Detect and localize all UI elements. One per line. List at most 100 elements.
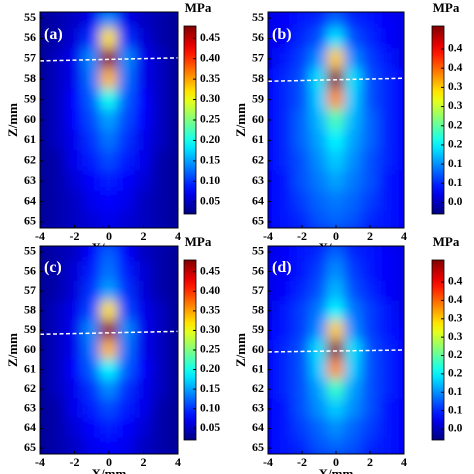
- panel: (d) 55 56 57 58 59 60 61 62 63 64 65-4 -2 0 2 4 X/mm Z/mm…: [233, 234, 463, 474]
- heatmap-cell: [378, 129, 396, 152]
- heatmap-cell: [378, 190, 396, 213]
- heatmap-cell: [310, 68, 328, 90]
- heatmap-cell: [40, 320, 50, 341]
- colorbar-tick-label: 0.3: [448, 81, 463, 93]
- heatmap-cell: [361, 27, 379, 50]
- heatmap-cell: [40, 418, 50, 439]
- heatmap-cell: [48, 418, 67, 439]
- heatmap-cell: [134, 418, 153, 439]
- heatmap-cell: [48, 68, 67, 90]
- heatmap-cell: [168, 150, 178, 172]
- heatmap-cell: [268, 48, 277, 70]
- heatmap-cell: [268, 359, 277, 380]
- colorbar-label: MPa: [433, 0, 460, 15]
- heatmap-cell: [378, 88, 396, 111]
- y-tick-label: 61: [252, 132, 264, 146]
- heatmap-cell: [344, 280, 362, 302]
- heatmap-cell: [117, 378, 136, 400]
- heatmap-cell: [276, 170, 294, 192]
- heatmap-cell: [310, 359, 328, 380]
- y-tick-label: 61: [252, 361, 264, 375]
- heatmap-cell: [293, 211, 311, 228]
- heatmap-cell: [310, 246, 328, 263]
- heatmap-cell: [65, 359, 84, 380]
- heatmap-cell: [310, 211, 328, 228]
- heatmap-cell: [117, 129, 136, 152]
- heatmap-cell: [117, 339, 136, 361]
- colorbar-tick-label: 0.10: [200, 402, 220, 414]
- heatmap-cell: [327, 48, 345, 70]
- heatmap-cell: [134, 170, 153, 192]
- heatmap-cell: [48, 398, 67, 420]
- heatmap-cell: [40, 280, 50, 302]
- heatmap-cell: [48, 109, 67, 131]
- heatmap-cell: [310, 339, 328, 361]
- y-axis-label: Z/mm: [5, 333, 20, 367]
- panel: (a)5556575859606162636465-4-2024X/mmZ/mm…: [5, 0, 220, 255]
- heatmap-cell: [378, 398, 396, 420]
- heatmap-cell: [134, 437, 153, 454]
- colorbar-label: MPa: [185, 234, 212, 249]
- heatmap-cell: [344, 261, 362, 282]
- heatmap-cell: [361, 378, 379, 400]
- x-tick-label: -2: [70, 229, 80, 243]
- heatmap-cell: [268, 109, 277, 131]
- heatmap-cell: [327, 359, 345, 380]
- heatmap-cell: [48, 12, 67, 29]
- heatmap-cell: [395, 190, 404, 213]
- heatmap-cell: [361, 418, 379, 439]
- heatmap-cell: [327, 280, 345, 302]
- heatmap-cell: [168, 27, 178, 50]
- x-tick-label: 4: [401, 455, 407, 469]
- heatmap-cell: [82, 280, 101, 302]
- heatmap-cell: [327, 437, 345, 454]
- heatmap-cell: [327, 398, 345, 420]
- colorbar-tick-label: 0.10: [200, 175, 220, 187]
- y-tick-label: 60: [24, 112, 36, 126]
- heatmap-cell: [40, 261, 50, 282]
- heatmap-cell: [293, 320, 311, 341]
- heatmap-cell: [82, 109, 101, 131]
- heatmap-cell: [395, 359, 404, 380]
- heatmap-cell: [310, 48, 328, 70]
- heatmap-cell: [310, 27, 328, 50]
- heatmap-cell: [65, 211, 84, 228]
- heatmap-cell: [327, 418, 345, 439]
- heatmap: [268, 12, 404, 228]
- heatmap-cell: [117, 359, 136, 380]
- x-tick-label: 0: [333, 229, 339, 243]
- heatmap-cell: [151, 300, 170, 322]
- heatmap-cell: [293, 359, 311, 380]
- heatmap-cell: [395, 261, 404, 282]
- heatmap-cell: [117, 437, 136, 454]
- y-tick-label: 64: [24, 420, 36, 434]
- heatmap-cell: [134, 48, 153, 70]
- heatmap-cell: [310, 190, 328, 213]
- heatmap-cell: [151, 437, 170, 454]
- heatmap-cell: [344, 437, 362, 454]
- heatmap-cell: [361, 109, 379, 131]
- y-tick-label: 63: [24, 173, 36, 187]
- heatmap-cell: [276, 437, 294, 454]
- heatmap-cell: [276, 27, 294, 50]
- heatmap-cell: [395, 418, 404, 439]
- heatmap-cell: [310, 300, 328, 322]
- heatmap-cell: [134, 27, 153, 50]
- heatmap-cell: [82, 88, 101, 111]
- heatmap-cell: [40, 398, 50, 420]
- y-tick-label: 64: [24, 193, 36, 207]
- heatmap-cell: [310, 320, 328, 341]
- heatmap-cell: [344, 398, 362, 420]
- colorbar-tick-label: 0.05: [200, 422, 220, 434]
- x-tick-label: -2: [297, 455, 307, 469]
- heatmap-cell: [344, 88, 362, 111]
- heatmap-cell: [65, 129, 84, 152]
- heatmap-cell: [99, 211, 119, 228]
- heatmap-cell: [378, 170, 396, 192]
- heatmap-cell: [378, 211, 396, 228]
- heatmap-cell: [117, 300, 136, 322]
- colorbar-tick-label: 0.1: [448, 404, 463, 416]
- heatmap-cell: [151, 211, 170, 228]
- x-tick-label: 2: [141, 229, 147, 243]
- heatmap-cell: [99, 280, 119, 302]
